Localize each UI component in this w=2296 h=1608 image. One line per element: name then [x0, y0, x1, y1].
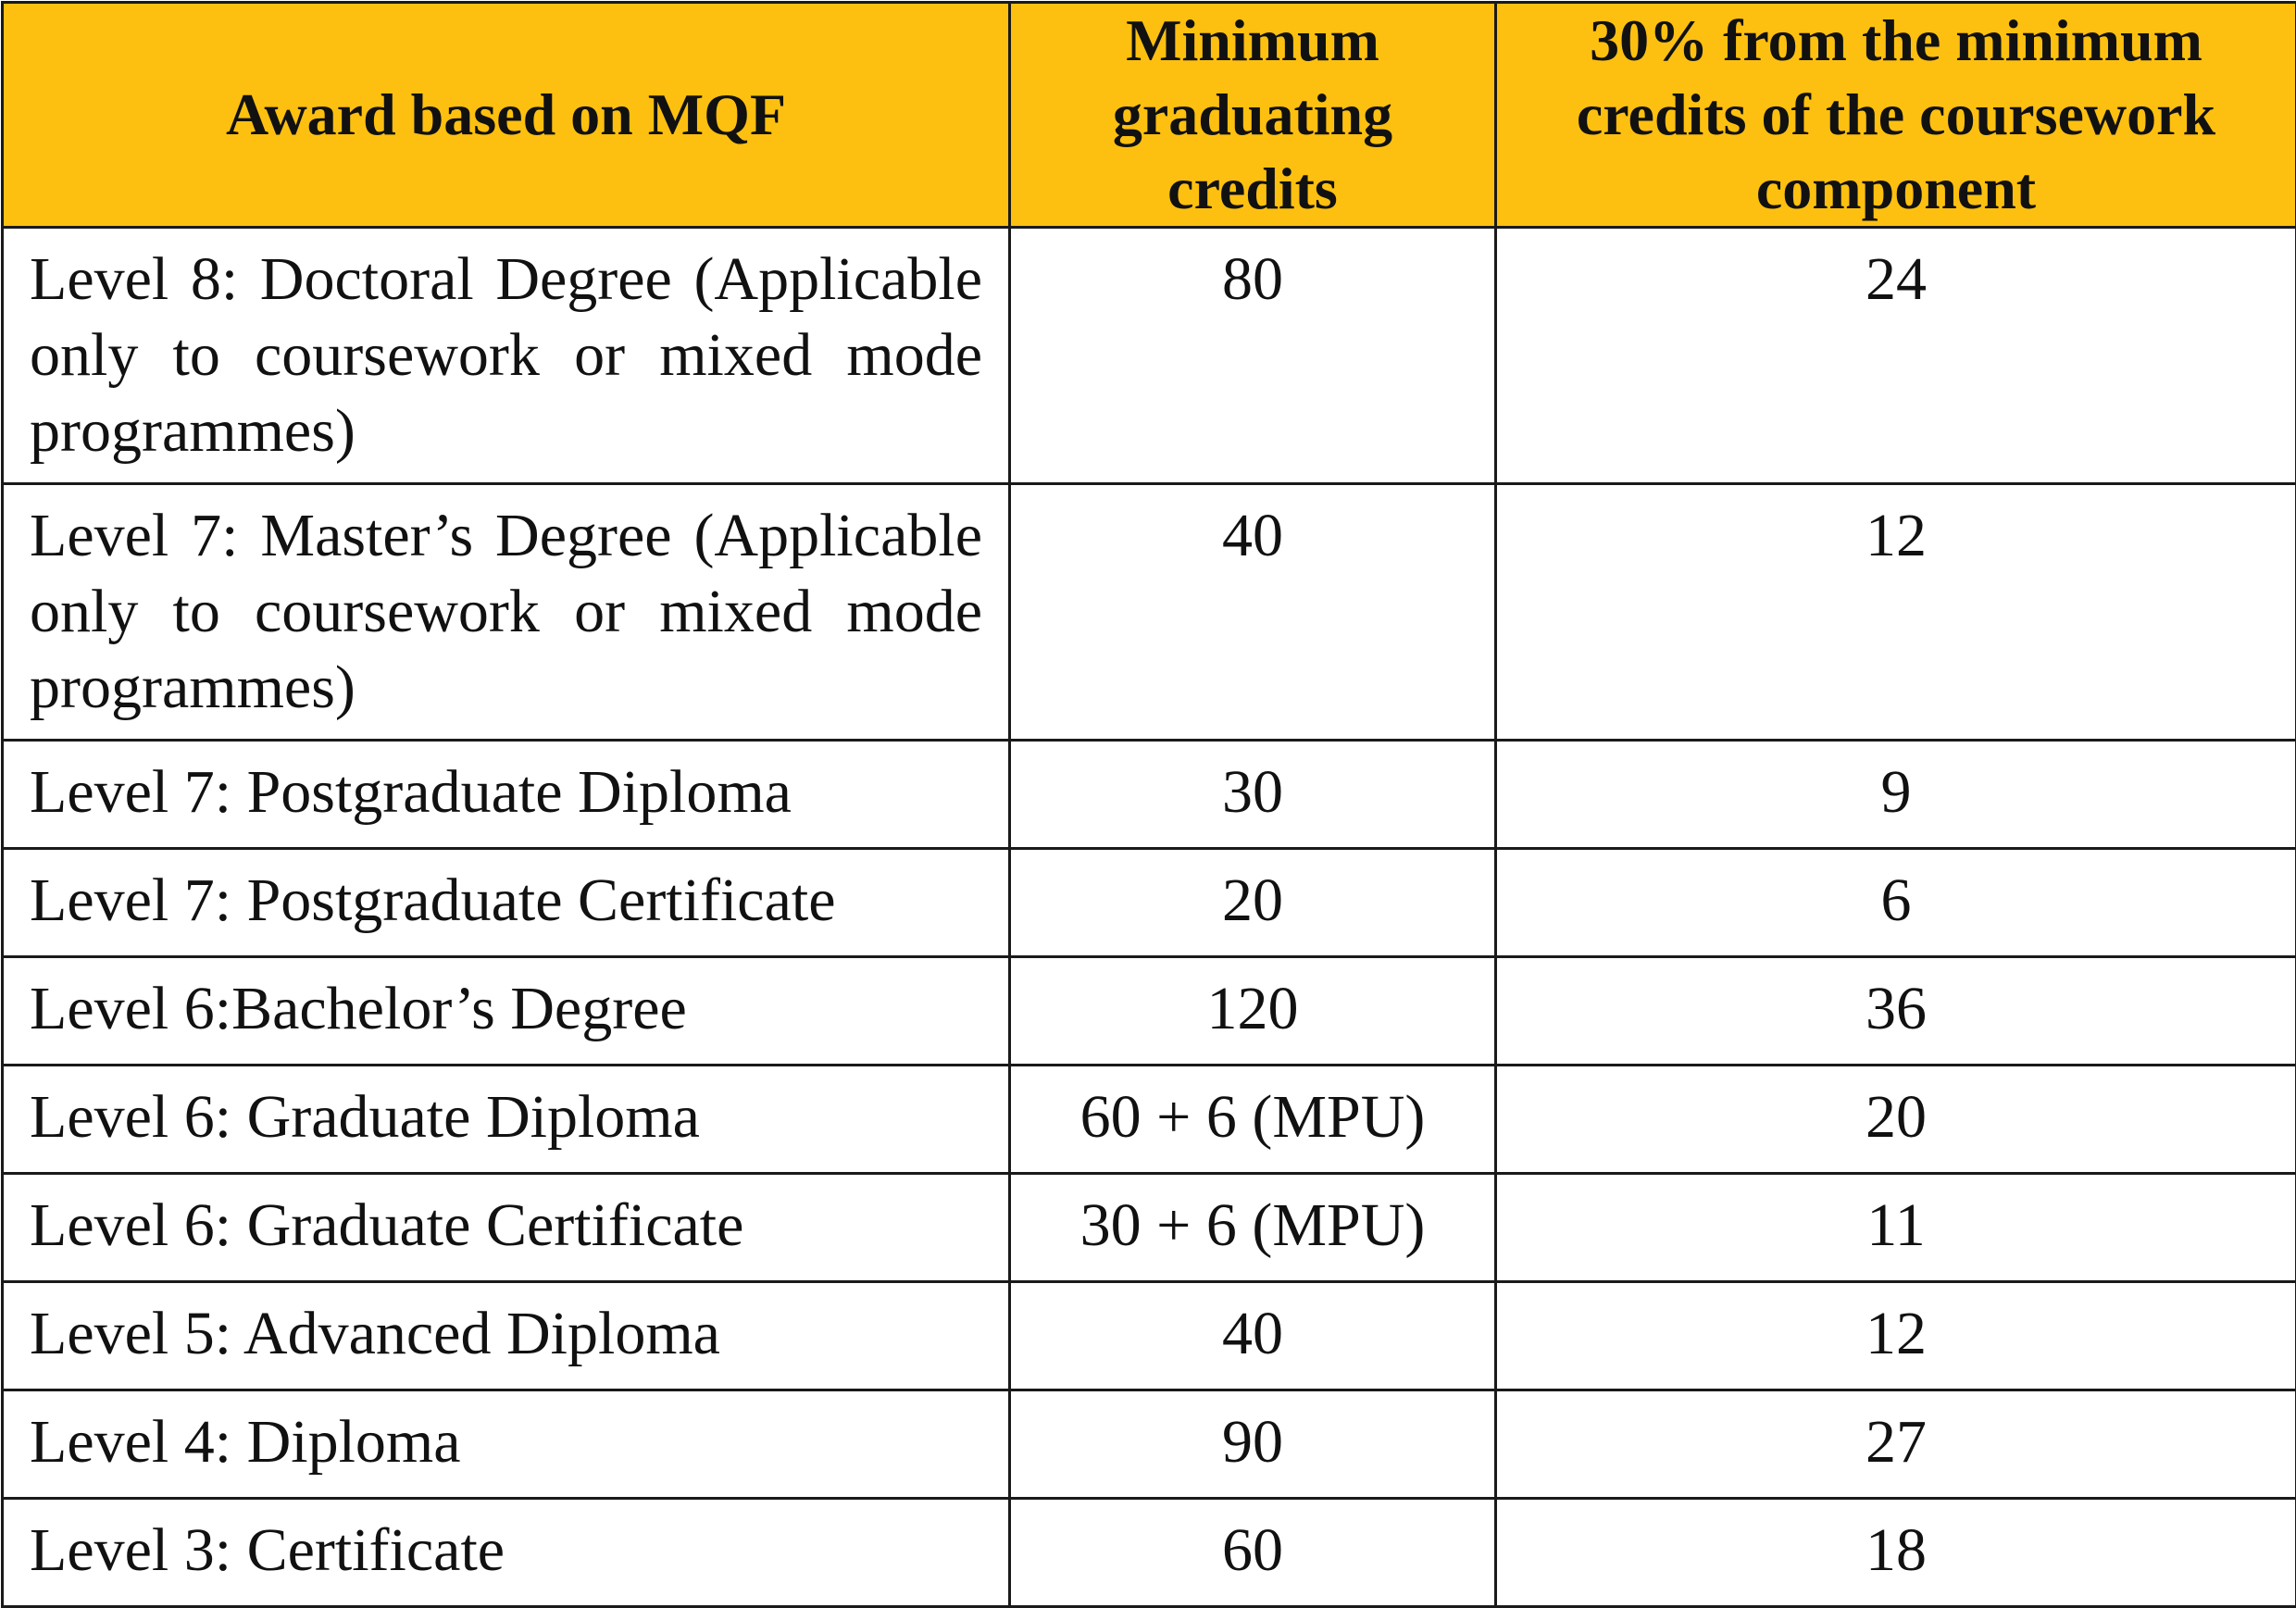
table-row: Level 7: Postgraduate Certificate 20 6: [3, 849, 2296, 957]
min-credits-cell: 30 + 6 (MPU): [1010, 1174, 1496, 1282]
award-cell: Level 3: Certificate: [3, 1499, 1010, 1607]
table-row: Level 3: Certificate 60 18: [3, 1499, 2296, 1607]
table-row: Level 4: Diploma 90 27: [3, 1390, 2296, 1499]
coursework-credits-cell: 20: [1496, 1066, 2296, 1174]
table-row: Level 5: Advanced Diploma 40 12: [3, 1282, 2296, 1390]
coursework-credits-cell: 12: [1496, 484, 2296, 741]
min-credits-cell: 40: [1010, 1282, 1496, 1390]
award-cell: Level 6:Bachelor’s Degree: [3, 957, 1010, 1066]
min-credits-cell: 20: [1010, 849, 1496, 957]
table-row: Level 7: Postgraduate Diploma 30 9: [3, 741, 2296, 849]
coursework-credits-cell: 27: [1496, 1390, 2296, 1499]
min-credits-cell: 60: [1010, 1499, 1496, 1607]
coursework-credits-cell: 18: [1496, 1499, 2296, 1607]
header-award: Award based on MQF: [3, 3, 1010, 228]
table-row: Level 6:Bachelor’s Degree 120 36: [3, 957, 2296, 1066]
award-cell: Level 7: Postgraduate Diploma: [3, 741, 1010, 849]
table-row: Level 7: Master’s Degree (Applicable onl…: [3, 484, 2296, 741]
coursework-credits-cell: 9: [1496, 741, 2296, 849]
table-header-row: Award based on MQF Minimum graduating cr…: [3, 3, 2296, 228]
table-row: Level 8: Doctoral Degree (Applicable onl…: [3, 228, 2296, 484]
coursework-credits-cell: 11: [1496, 1174, 2296, 1282]
min-credits-cell: 80: [1010, 228, 1496, 484]
coursework-credits-cell: 24: [1496, 228, 2296, 484]
award-cell: Level 4: Diploma: [3, 1390, 1010, 1499]
min-credits-cell: 120: [1010, 957, 1496, 1066]
header-min-credits: Minimum graduating credits: [1010, 3, 1496, 228]
award-cell: Level 5: Advanced Diploma: [3, 1282, 1010, 1390]
award-cell: Level 6: Graduate Diploma: [3, 1066, 1010, 1174]
coursework-credits-cell: 6: [1496, 849, 2296, 957]
min-credits-cell: 60 + 6 (MPU): [1010, 1066, 1496, 1174]
min-credits-cell: 40: [1010, 484, 1496, 741]
coursework-credits-cell: 12: [1496, 1282, 2296, 1390]
award-cell: Level 6: Graduate Certificate: [3, 1174, 1010, 1282]
award-cell: Level 7: Postgraduate Certificate: [3, 849, 1010, 957]
min-credits-cell: 30: [1010, 741, 1496, 849]
header-coursework-30: 30% from the minimum credits of the cour…: [1496, 3, 2296, 228]
table-row: Level 6: Graduate Certificate 30 + 6 (MP…: [3, 1174, 2296, 1282]
min-credits-cell: 90: [1010, 1390, 1496, 1499]
award-cell: Level 8: Doctoral Degree (Applicable onl…: [3, 228, 1010, 484]
coursework-credits-cell: 36: [1496, 957, 2296, 1066]
award-cell: Level 7: Master’s Degree (Applicable onl…: [3, 484, 1010, 741]
table-row: Level 6: Graduate Diploma 60 + 6 (MPU) 2…: [3, 1066, 2296, 1174]
